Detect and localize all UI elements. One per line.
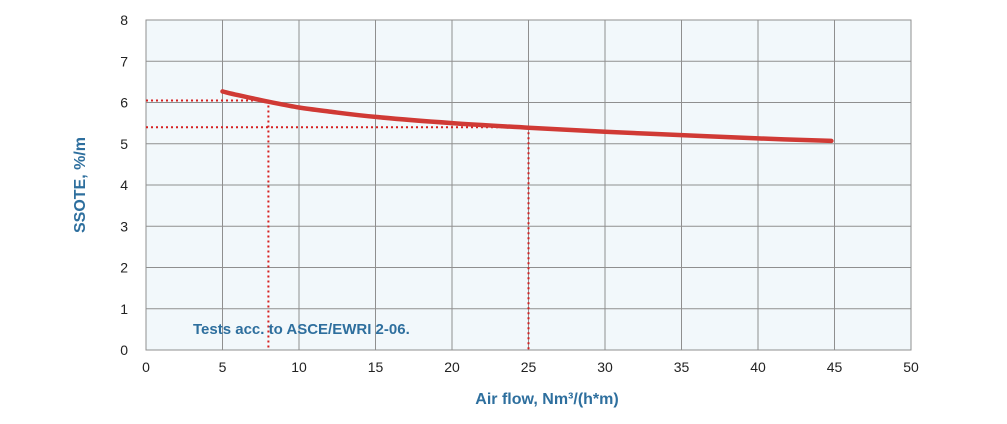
reference-lines — [146, 99, 530, 350]
y-tick-label-1: 1 — [120, 301, 128, 317]
y-axis-label: SSOTE, %/m — [72, 137, 89, 233]
y-tick-label-4: 4 — [120, 177, 128, 193]
y-tick-label-3: 3 — [120, 218, 128, 234]
x-tick-label-10: 10 — [291, 359, 307, 375]
ssote-curve — [220, 89, 834, 144]
x-tick-label-30: 30 — [597, 359, 613, 375]
grid-lines — [145, 19, 912, 351]
x-tick-label-0: 0 — [142, 359, 150, 375]
x-tick-label-50: 50 — [903, 359, 919, 375]
y-tick-label-0: 0 — [120, 342, 128, 358]
x-tick-label-45: 45 — [827, 359, 843, 375]
x-tick-label-15: 15 — [368, 359, 384, 375]
y-axis-ticks: 0 1 2 3 4 5 6 7 8 — [120, 12, 128, 358]
x-axis-label: Air flow, Nm³/(h*m) — [475, 391, 618, 408]
x-tick-label-20: 20 — [444, 359, 460, 375]
y-tick-label-2: 2 — [120, 260, 128, 276]
y-tick-label-8: 8 — [120, 12, 128, 28]
y-tick-label-5: 5 — [120, 136, 128, 152]
x-tick-label-5: 5 — [219, 359, 227, 375]
y-tick-label-7: 7 — [120, 53, 128, 69]
x-axis-ticks: 0 5 10 15 20 25 30 35 40 45 50 — [142, 359, 919, 375]
x-tick-label-40: 40 — [750, 359, 766, 375]
x-tick-label-25: 25 — [521, 359, 537, 375]
x-tick-label-35: 35 — [674, 359, 690, 375]
y-tick-label-6: 6 — [120, 95, 128, 111]
test-standard-annotation: Tests acc. to ASCE/EWRI 2-06. — [193, 321, 410, 338]
